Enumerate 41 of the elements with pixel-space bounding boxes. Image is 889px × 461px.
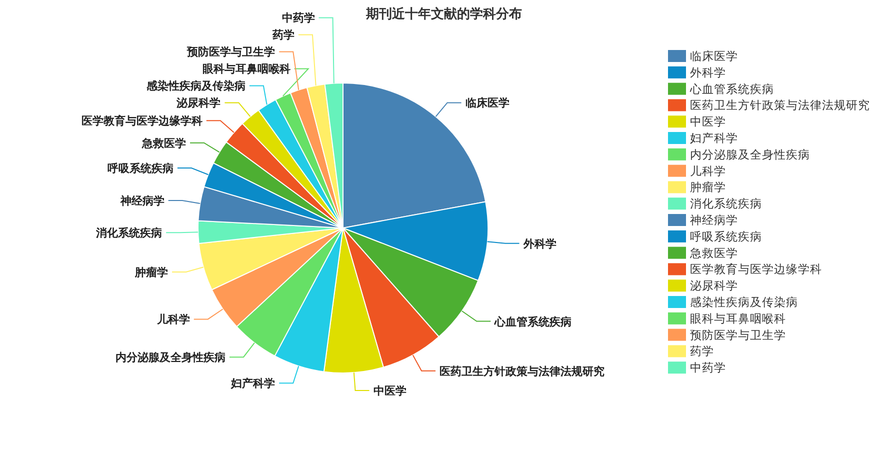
- legend-label: 肿瘤学: [690, 180, 726, 194]
- slice-label: 外科学: [522, 237, 556, 250]
- legend-label: 急救医学: [689, 246, 738, 260]
- legend-label: 感染性疾病及传染病: [690, 295, 798, 309]
- legend-label: 外科学: [690, 65, 726, 80]
- slice-label: 感染性疾病及传染病: [145, 80, 246, 93]
- legend-label: 消化系统疾病: [690, 196, 762, 211]
- legend-label: 药学: [690, 344, 714, 358]
- legend-label: 医药卫生方针政策与法律法规研究: [690, 98, 870, 112]
- slice-label: 儿科学: [156, 313, 190, 326]
- slice-label: 肿瘤学: [134, 266, 168, 279]
- legend-label: 内分泌腺及全身性疾病: [690, 147, 810, 162]
- slice-label: 泌尿科学: [176, 96, 221, 110]
- legend-label: 妇产科学: [690, 131, 738, 145]
- legend-label: 中医学: [690, 114, 726, 129]
- slice-label: 中药学: [282, 12, 315, 25]
- legend-label: 预防医学与卫生学: [690, 328, 786, 342]
- slice-label: 内分泌腺及全身性疾病: [116, 351, 226, 364]
- legend-label: 中药学: [690, 360, 726, 375]
- slice-label: 妇产科学: [230, 377, 276, 390]
- slice-label: 消化系统疾病: [95, 226, 162, 240]
- slice-label: 急救医学: [141, 136, 186, 150]
- slice-label: 眼科与耳鼻咽喉科: [202, 62, 290, 76]
- legend-label: 儿科学: [690, 164, 726, 178]
- slice-label: 医学教育与医学边缘学科: [81, 114, 202, 128]
- slice-label: 药学: [271, 28, 294, 42]
- legend-label: 临床医学: [690, 49, 738, 63]
- legend-label: 神经病学: [690, 213, 738, 227]
- chart-title: 期刊近十年文献的学科分布: [365, 6, 522, 22]
- slice-label: 中医学: [373, 384, 406, 398]
- slice-label: 心血管系统疾病: [494, 315, 572, 328]
- slice-label: 医药卫生方针政策与法律法规研究: [440, 364, 605, 378]
- legend-label: 医学教育与医学边缘学科: [690, 262, 822, 276]
- legend-label: 泌尿科学: [690, 278, 738, 293]
- slice-label: 临床医学: [465, 96, 510, 110]
- slice-label: 神经病学: [119, 194, 164, 208]
- legend-label: 心血管系统疾病: [689, 82, 774, 96]
- legend-label: 眼科与耳鼻咽喉科: [690, 311, 786, 326]
- slice-label: 呼吸系统疾病: [107, 162, 174, 175]
- slice-label: 预防医学与卫生学: [186, 46, 276, 59]
- legend-label: 呼吸系统疾病: [690, 229, 762, 244]
